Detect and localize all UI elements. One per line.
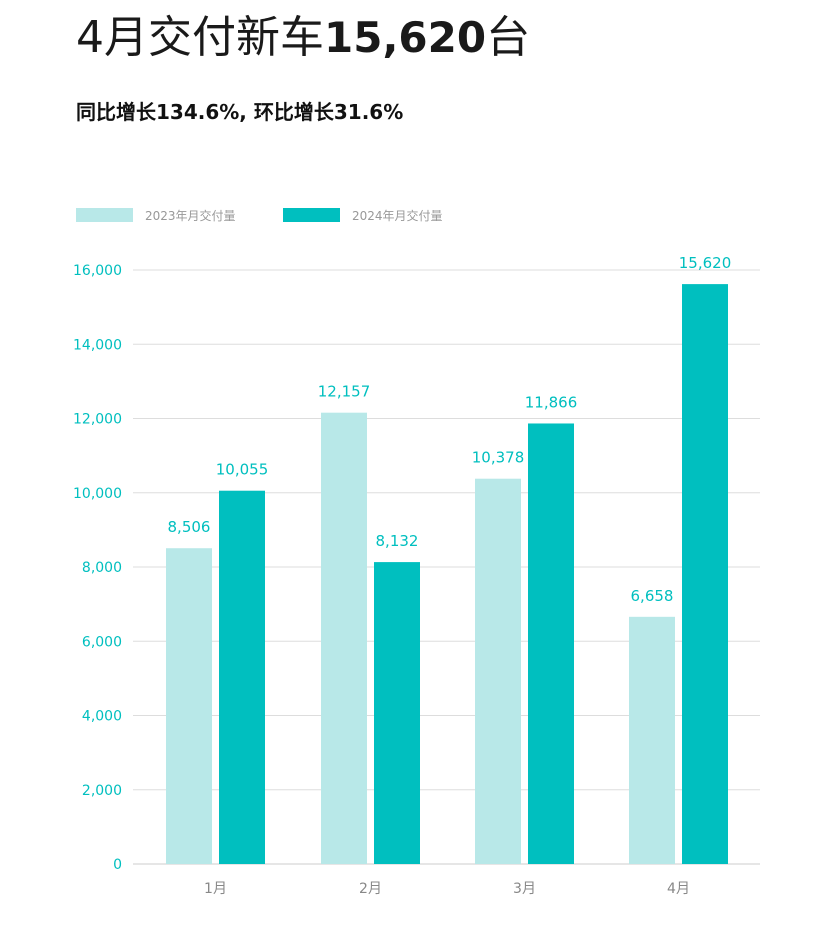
- bar-2024: [528, 423, 574, 864]
- legend-swatch-2023: [76, 208, 133, 222]
- bar-2024: [374, 562, 420, 864]
- legend-label-2024: 2024年月交付量: [352, 208, 443, 223]
- legend-label-2023: 2023年月交付量: [145, 208, 236, 223]
- y-tick-label: 2,000: [82, 783, 122, 799]
- page-subtitle: 同比增长134.6%, 环比增长31.6%: [76, 100, 404, 124]
- bar-2023: [166, 548, 212, 864]
- y-tick-label: 12,000: [73, 412, 122, 428]
- headline-number: 15,620: [324, 13, 487, 62]
- headline-prefix: 4月交付新车: [76, 12, 324, 63]
- data-label: 8,506: [168, 518, 211, 536]
- data-label: 10,055: [216, 461, 269, 479]
- bar-2023: [475, 478, 521, 864]
- bar-2024: [219, 490, 265, 864]
- y-tick-label: 4,000: [82, 709, 122, 725]
- page-title: 4月交付新车15,620台: [76, 8, 530, 68]
- headline-suffix: 台: [486, 12, 531, 63]
- data-label: 15,620: [679, 254, 732, 272]
- x-tick-label: 3月: [513, 881, 536, 897]
- data-label: 6,658: [631, 587, 674, 605]
- data-label: 11,866: [525, 393, 578, 411]
- x-tick-label: 2月: [359, 881, 382, 897]
- data-label: 10,378: [472, 449, 525, 467]
- x-tick-label: 4月: [667, 881, 690, 897]
- y-tick-label: 10,000: [73, 486, 122, 502]
- data-label: 8,132: [376, 532, 419, 550]
- y-tick-label: 8,000: [82, 560, 122, 576]
- y-tick-label: 6,000: [82, 634, 122, 650]
- x-tick-label: 1月: [204, 881, 227, 897]
- bar-2023: [629, 616, 675, 864]
- bar-2023: [321, 412, 367, 864]
- y-tick-label: 14,000: [73, 337, 122, 353]
- data-label: 12,157: [318, 383, 371, 401]
- y-tick-label: 0: [113, 857, 122, 873]
- legend-swatch-2024: [283, 208, 340, 222]
- y-tick-label: 16,000: [73, 263, 122, 279]
- bar-2024: [682, 284, 728, 864]
